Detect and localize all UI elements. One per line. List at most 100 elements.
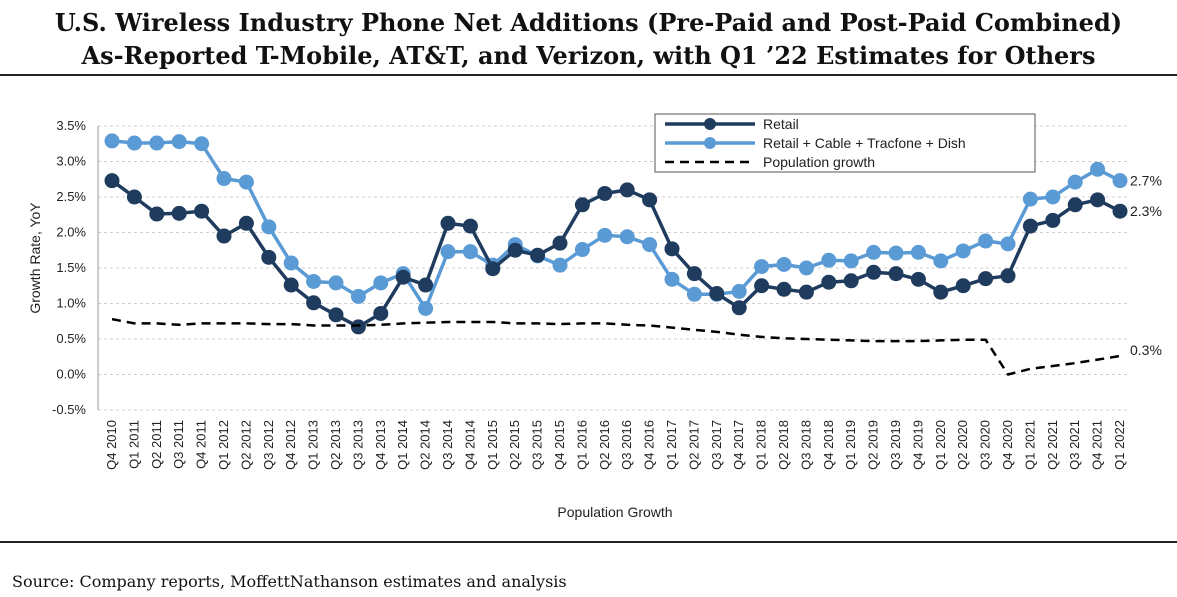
- data-point: [1000, 236, 1016, 252]
- legend-label: Retail: [763, 116, 799, 132]
- x-tick-label: Q4 2017: [731, 420, 746, 470]
- data-point: [933, 253, 949, 269]
- data-point: [866, 244, 882, 260]
- data-point: [350, 288, 366, 304]
- data-point: [888, 266, 904, 282]
- x-tick-label: Q4 2011: [194, 420, 209, 469]
- x-tick-label: Q4 2021: [1090, 420, 1105, 470]
- x-tick-label: Q2 2017: [686, 420, 701, 470]
- series-line: [111, 139, 1121, 311]
- data-point: [216, 171, 232, 187]
- data-point: [395, 269, 411, 285]
- data-point: [306, 273, 322, 289]
- data-point: [328, 307, 344, 323]
- y-axis-label: Growth Rate, YoY: [27, 202, 43, 314]
- data-point: [306, 295, 322, 311]
- x-tick-label: Q1 2014: [395, 420, 410, 470]
- data-point: [776, 281, 792, 297]
- data-point: [283, 277, 299, 293]
- x-tick-label: Q1 2016: [574, 420, 589, 470]
- data-point: [261, 219, 277, 235]
- data-point: [530, 247, 546, 263]
- x-tick-label: Q1 2011: [126, 420, 141, 469]
- data-point: [910, 271, 926, 287]
- x-tick-label: Q4 2020: [1000, 420, 1015, 470]
- data-point: [686, 266, 702, 282]
- y-tick-label: 1.5%: [56, 260, 86, 275]
- x-tick-label: Q3 2019: [888, 420, 903, 470]
- x-tick-label: Q3 2012: [261, 420, 276, 470]
- data-point: [1067, 197, 1083, 213]
- x-tick-label: Q3 2011: [171, 420, 186, 469]
- data-point: [171, 134, 187, 150]
- x-tick-label: Q1 2017: [664, 420, 679, 470]
- y-tick-labels: -0.5% 0.0% 0.5% 1.0% 1.5% 2.0% 2.5% 3.0% 3.5%: [52, 118, 86, 417]
- x-tick-labels: Q4 2010 Q1 2011 Q2 2011 Q3 2011 Q4 2011 Q1 20…: [104, 420, 1127, 470]
- data-point: [552, 257, 568, 273]
- x-tick-label: Q2 2021: [1045, 420, 1060, 470]
- data-point: [933, 284, 949, 300]
- x-tick-label: Q3 2017: [709, 420, 724, 470]
- data-point: [126, 135, 142, 151]
- legend-label: Population growth: [763, 154, 875, 170]
- data-point: [149, 206, 165, 222]
- source-note: Source: Company reports, MoffettNathanso…: [12, 572, 567, 591]
- x-tick-label: Q3 2013: [350, 420, 365, 470]
- data-point: [1022, 191, 1038, 207]
- data-point: [149, 135, 165, 151]
- data-point: [754, 278, 770, 294]
- bottom-rule: [0, 541, 1177, 543]
- data-point: [1090, 192, 1106, 208]
- data-point: [754, 259, 770, 275]
- data-point: [418, 300, 434, 316]
- data-point: [798, 284, 814, 300]
- x-tick-label: Q4 2015: [552, 420, 567, 470]
- data-point: [888, 245, 904, 261]
- data-point: [619, 182, 635, 198]
- x-tick-label: Q3 2018: [798, 420, 813, 470]
- x-tick-label: Q4 2012: [283, 420, 298, 470]
- data-point: [1045, 212, 1061, 228]
- data-point: [798, 260, 814, 276]
- data-point: [597, 227, 613, 243]
- data-point: [910, 244, 926, 260]
- title-line-2: As-Reported T-Mobile, AT&T, and Verizon,…: [81, 41, 1096, 70]
- x-tick-label: Q4 2010: [104, 420, 119, 470]
- end-labels: 2.7% 2.3% 0.3%: [1130, 173, 1162, 359]
- series-line: [111, 317, 1121, 376]
- x-tick-label: Q4 2018: [821, 420, 836, 470]
- data-point: [978, 271, 994, 287]
- x-tick-label: Q2 2014: [418, 420, 433, 470]
- x-axis-label: Population Growth: [557, 504, 672, 520]
- legend: Retail Retail + Cable + Tracfone + Dish Po…: [654, 113, 1036, 173]
- x-tick-label: Q1 2021: [1022, 420, 1037, 470]
- data-point: [776, 256, 792, 272]
- x-tick-label: Q2 2012: [238, 420, 253, 470]
- legend-marker: [704, 137, 716, 149]
- data-point: [1045, 189, 1061, 205]
- data-point: [642, 237, 658, 253]
- line-chart: -0.5% 0.0% 0.5% 1.0% 1.5% 2.0% 2.5% 3.0% 3.5% Q4…: [27, 113, 1162, 520]
- data-point: [1090, 161, 1106, 177]
- x-tick-label: Q2 2011: [149, 420, 164, 469]
- data-point: [619, 229, 635, 245]
- data-point: [350, 319, 366, 335]
- data-point: [238, 174, 254, 190]
- data-point: [574, 197, 590, 213]
- x-tick-label: Q1 2019: [843, 420, 858, 470]
- legend-label: Retail + Cable + Tracfone + Dish: [763, 135, 966, 151]
- data-point: [1000, 268, 1016, 284]
- y-tick-label: 0.0%: [56, 367, 86, 382]
- y-tick-label: 1.0%: [56, 296, 86, 311]
- data-point: [171, 205, 187, 221]
- data-point: [462, 218, 478, 234]
- y-tick-label: 0.5%: [56, 331, 86, 346]
- end-label: 2.3%: [1130, 203, 1162, 219]
- data-point: [194, 203, 210, 219]
- data-point: [1112, 173, 1128, 189]
- x-tick-label: Q3 2014: [440, 420, 455, 470]
- x-tick-label: Q1 2012: [216, 420, 231, 470]
- y-tick-label: 3.0%: [56, 154, 86, 169]
- data-point: [664, 271, 680, 287]
- x-tick-label: Q3 2016: [619, 420, 634, 470]
